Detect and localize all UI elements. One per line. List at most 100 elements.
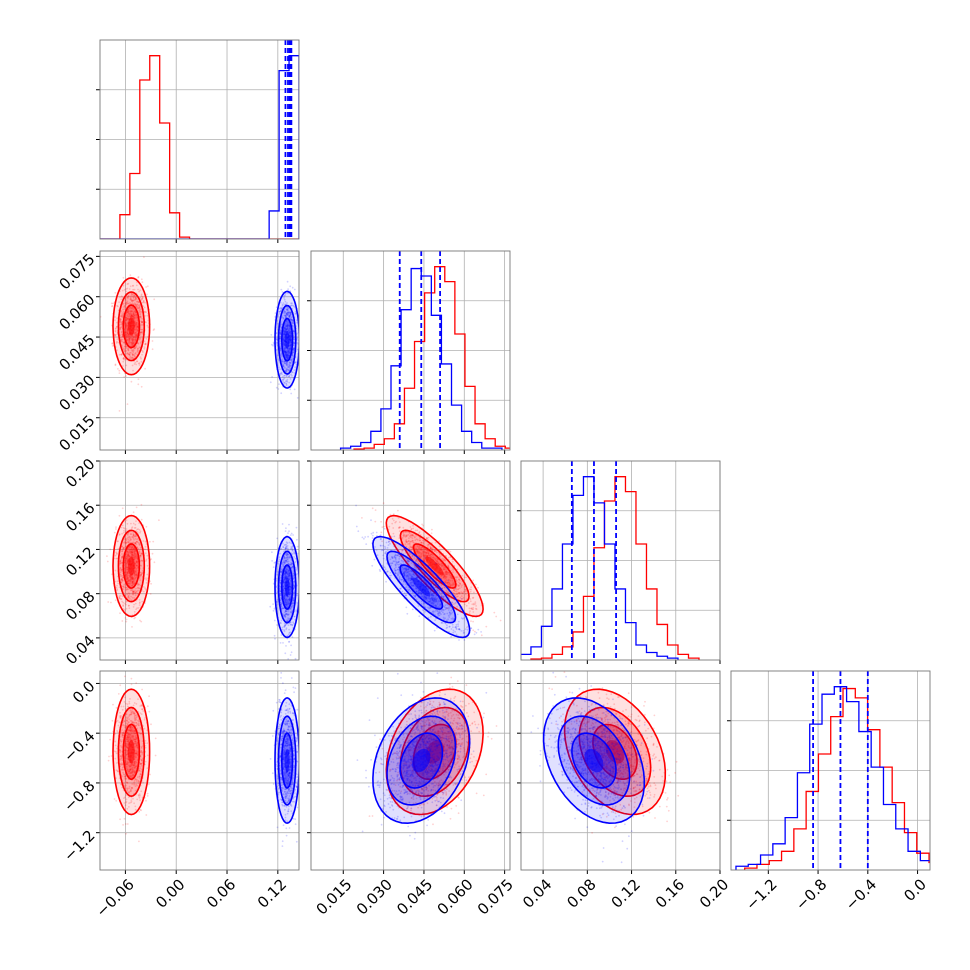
- sample-point: [137, 301, 139, 303]
- sample-point: [279, 312, 281, 315]
- sample-point: [115, 325, 118, 328]
- sample-point: [131, 310, 134, 313]
- sample-point: [283, 297, 285, 299]
- sample-point: [289, 330, 292, 333]
- sample-point: [121, 507, 124, 510]
- sample-point: [283, 335, 286, 337]
- sample-point: [284, 354, 287, 357]
- sample-point: [120, 315, 123, 318]
- sample-point: [130, 335, 133, 337]
- sample-point: [126, 332, 129, 334]
- sample-point: [123, 376, 126, 378]
- sample-point: [286, 356, 289, 359]
- sample-point: [140, 620, 143, 623]
- sample-point: [133, 336, 135, 338]
- sample-point: [136, 349, 139, 351]
- sample-point: [110, 302, 113, 305]
- sample-point: [132, 294, 135, 297]
- sample-point: [131, 349, 134, 352]
- sample-point: [125, 301, 128, 304]
- sample-point: [126, 327, 129, 330]
- sample-point: [296, 348, 299, 351]
- sample-point: [289, 344, 292, 346]
- sample-point: [136, 303, 138, 306]
- sample-point: [285, 313, 288, 316]
- sample-point: [382, 502, 385, 504]
- sample-point: [296, 342, 299, 344]
- sample-point: [126, 324, 128, 326]
- sample-point: [135, 506, 138, 509]
- sample-point: [283, 349, 286, 352]
- sample-point: [279, 310, 282, 313]
- sample-point: [138, 310, 140, 312]
- diag-content-0: [100, 40, 299, 239]
- sample-point: [139, 324, 142, 326]
- sample-point: [293, 388, 296, 391]
- sample-point: [140, 298, 143, 301]
- sample-point: [124, 316, 127, 319]
- sample-point: [289, 285, 292, 288]
- sample-point: [114, 319, 116, 322]
- sample-point: [124, 308, 126, 310]
- sample-point: [272, 344, 274, 347]
- sample-point: [282, 339, 285, 342]
- sample-point: [289, 337, 292, 340]
- sample-point: [131, 299, 134, 301]
- sample-point: [289, 341, 292, 343]
- sample-point: [132, 348, 135, 350]
- sample-point: [291, 322, 294, 324]
- sample-point: [285, 312, 288, 315]
- sample-point: [126, 311, 129, 313]
- sample-point: [279, 340, 281, 343]
- sample-point: [121, 321, 124, 323]
- sample-point: [279, 335, 282, 337]
- sample-point: [128, 353, 131, 356]
- sample-point: [294, 361, 297, 363]
- sample-point: [271, 376, 273, 378]
- sample-point: [126, 332, 129, 335]
- sample-point: [288, 311, 291, 313]
- sample-point: [138, 306, 141, 309]
- sample-point: [474, 630, 476, 633]
- sample-point: [134, 323, 137, 326]
- sample-point: [272, 343, 275, 345]
- sample-point: [134, 556, 136, 558]
- sample-point: [284, 374, 286, 377]
- sample-point: [283, 362, 286, 365]
- sample-point: [140, 320, 143, 323]
- sample-point: [284, 327, 287, 330]
- sample-point: [127, 333, 129, 335]
- sample-point: [287, 292, 289, 294]
- sample-point: [291, 371, 294, 374]
- sample-point: [119, 327, 121, 330]
- sample-point: [283, 310, 286, 313]
- sample-point: [116, 340, 118, 343]
- sample-point: [130, 338, 133, 340]
- sample-point: [132, 341, 135, 344]
- sample-point: [132, 297, 135, 299]
- sample-point: [278, 383, 280, 385]
- sample-point: [129, 274, 132, 277]
- sample-point: [281, 358, 284, 361]
- sample-point: [140, 385, 143, 388]
- sample-point: [113, 531, 116, 534]
- sample-point: [289, 313, 292, 315]
- sample-point: [140, 340, 143, 343]
- sample-point: [285, 527, 287, 530]
- sample-point: [289, 362, 292, 364]
- sample-point: [131, 335, 134, 337]
- sample-point: [449, 550, 452, 553]
- sample-point: [271, 551, 273, 554]
- sample-point: [286, 358, 289, 360]
- sample-point: [284, 331, 286, 334]
- sample-point: [282, 338, 285, 341]
- sample-point: [278, 310, 281, 313]
- sample-point: [135, 332, 138, 334]
- sample-point: [289, 339, 291, 342]
- sample-point: [137, 276, 140, 279]
- sample-point: [282, 342, 285, 344]
- sample-point: [143, 347, 146, 350]
- sample-point: [293, 338, 296, 341]
- sample-point: [136, 325, 138, 328]
- sample-point: [131, 315, 134, 318]
